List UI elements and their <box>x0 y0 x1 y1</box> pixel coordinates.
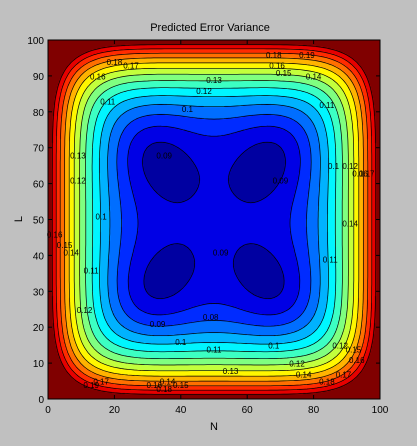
y-tick-label: 0 <box>38 395 44 406</box>
contour-label: 0.16 <box>349 356 365 365</box>
contour-label: 0.13 <box>70 151 86 160</box>
contour-label: 0.09 <box>150 320 166 329</box>
contour-label: 0.13 <box>206 76 222 85</box>
contour-label: 0.11 <box>84 266 100 275</box>
contour-label: 0.16 <box>47 230 63 239</box>
contour-label: 0.18 <box>319 378 335 387</box>
y-axis-label: L <box>13 216 25 222</box>
y-tick-label: 30 <box>33 287 45 298</box>
y-tick-label: 50 <box>33 216 45 227</box>
contour-label: 0.15 <box>346 345 362 354</box>
y-tick-label: 40 <box>33 251 45 262</box>
contour-label: 0.1 <box>96 213 108 222</box>
x-tick-label: 40 <box>175 405 187 416</box>
contour-label: 0.19 <box>299 51 315 60</box>
contour-line <box>79 73 349 366</box>
contour-lines <box>51 44 377 395</box>
x-tick-label: 0 <box>45 405 51 416</box>
contour-label: 0.14 <box>306 72 322 81</box>
contour-label: 0.12 <box>332 342 348 351</box>
contour-line <box>91 87 337 353</box>
contour-label: 0.1 <box>175 338 187 347</box>
contour-fill <box>48 40 380 399</box>
contour-label: 0.11 <box>207 345 223 354</box>
contour-label: 0.16 <box>352 169 368 178</box>
contour-label: 0.12 <box>70 177 86 186</box>
contour-label: 0.14 <box>296 370 312 379</box>
contour-line <box>85 80 343 360</box>
y-tick-label: 100 <box>27 36 44 47</box>
contour-label: 0.14 <box>342 220 358 229</box>
contour-label: 0.14 <box>160 378 176 387</box>
contour-label: 0.16 <box>146 381 162 390</box>
contour-label: 0.18 <box>107 58 123 67</box>
x-tick-label: 20 <box>109 405 121 416</box>
contour-label: 0.17 <box>336 370 352 379</box>
contour-line <box>55 48 373 391</box>
contour-label: 0.19 <box>83 381 99 390</box>
contour-label: 0.18 <box>156 385 172 394</box>
contour-label: 0.1 <box>328 162 340 171</box>
contour-label: 0.17 <box>123 62 139 71</box>
chart-title: Predicted Error Variance <box>150 22 270 34</box>
contour-label: 0.11 <box>319 101 335 110</box>
contour-line <box>51 44 377 395</box>
y-axis: 0 10 20 30 40 50 60 70 80 90 100 <box>27 36 380 406</box>
contour-label: 0.09 <box>156 151 172 160</box>
contour-label: 0.14 <box>63 248 79 257</box>
contour-line <box>59 52 369 387</box>
contour-label: 0.16 <box>269 62 285 71</box>
contour-line <box>68 62 360 377</box>
contour-label: 0.12 <box>342 162 358 171</box>
y-tick-label: 10 <box>33 359 45 370</box>
contour-line <box>127 125 301 316</box>
contour-label: 0.11 <box>323 256 339 265</box>
contour-label: 0.15 <box>173 381 189 390</box>
y-tick-label: 20 <box>33 323 45 334</box>
contour-label: 0.1 <box>182 105 194 114</box>
contour-label: 0.15 <box>57 241 73 250</box>
y-tick-label: 60 <box>33 180 45 191</box>
contour-label: 0.18 <box>266 51 282 60</box>
contour-line <box>73 67 355 372</box>
contour-label: 0.08 <box>203 313 219 322</box>
contour-line <box>142 141 286 300</box>
contour-label: 0.15 <box>276 69 292 78</box>
y-tick-label: 70 <box>33 144 45 155</box>
contour-label: 0.17 <box>359 169 375 178</box>
contour-label: 0.12 <box>289 360 305 369</box>
contour-line <box>116 114 312 327</box>
contour-labels: 0.18 0.190.18 0.17 0.160.150.16 0.140.130.12… <box>47 51 375 394</box>
contour-label: 0.09 <box>213 248 229 257</box>
contour-label: 0.16 <box>90 72 106 81</box>
y-tick-label: 90 <box>33 72 45 83</box>
contour-label: 0.11 <box>100 98 116 107</box>
y-tick-label: 80 <box>33 108 45 119</box>
contour-label: 0.12 <box>196 87 212 96</box>
x-tick-label: 80 <box>308 405 320 416</box>
x-tick-label: 60 <box>242 405 254 416</box>
x-axis: 0 20 40 60 80 100 <box>45 40 389 416</box>
x-axis-label: N <box>210 421 218 433</box>
contour-label: 0.17 <box>93 378 109 387</box>
contour-label: 0.13 <box>223 367 239 376</box>
x-tick-label: 100 <box>372 405 389 416</box>
plot-area: 0.18 0.190.18 0.17 0.160.150.16 0.140.130.12… <box>47 39 381 400</box>
contour-label: 0.09 <box>273 177 289 186</box>
contour-line <box>107 104 321 337</box>
contour-label: 0.12 <box>77 306 93 315</box>
contour-line <box>64 57 364 382</box>
contour-label: 0.1 <box>268 342 280 351</box>
contour-line <box>99 95 329 345</box>
